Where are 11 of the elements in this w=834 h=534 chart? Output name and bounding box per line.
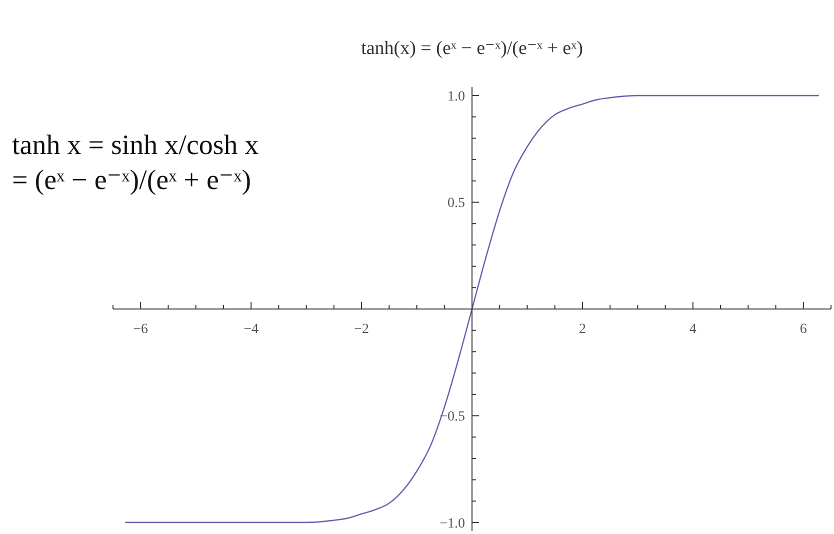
x-tick-label: 4 (689, 322, 696, 337)
chart-title: tanh(x) = (eˣ − e⁻ˣ)/(e⁻ˣ + eˣ) (361, 38, 583, 61)
x-tick-label: 2 (578, 322, 586, 337)
x-tick-label: −6 (133, 322, 148, 337)
x-tick-label: −2 (354, 322, 369, 337)
y-tick-label: −1.0 (440, 516, 465, 532)
y-tick-label: 1.0 (448, 89, 465, 104)
x-tick-label: −4 (244, 322, 259, 337)
x-tick-label: 6 (800, 322, 807, 337)
annotation: tanh x = sinh x/cosh x = (eˣ − e⁻ˣ)/(eˣ + e⁻ˣ) (12, 130, 259, 196)
y-tick-label: 0.5 (448, 196, 465, 212)
